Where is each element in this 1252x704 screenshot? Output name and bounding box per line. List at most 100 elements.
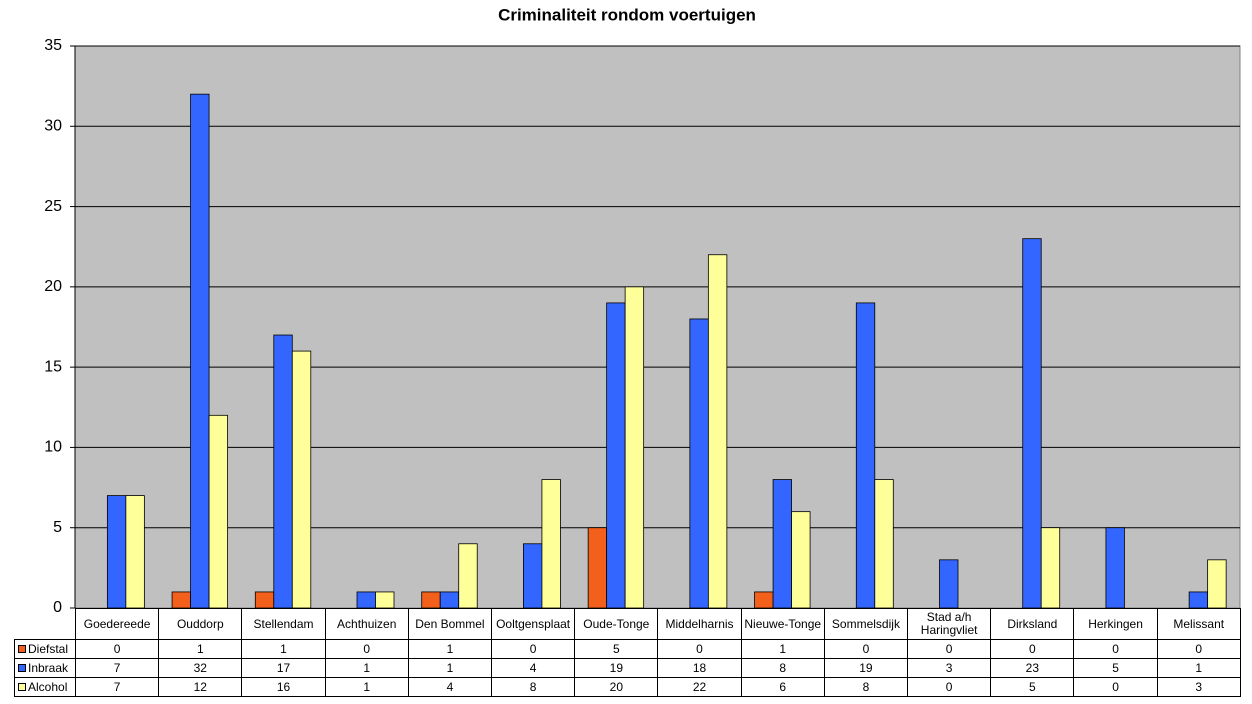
table-row: Diefstal 0 1 1 0 1 0 5 0 1 0 0 0 0 0 xyxy=(14,639,1241,659)
table-corner xyxy=(14,608,76,640)
category-label: Melissant xyxy=(1156,608,1241,640)
table-value: 1 xyxy=(407,639,493,659)
bar xyxy=(772,479,792,609)
bar xyxy=(855,302,876,609)
legend-swatch xyxy=(18,645,26,654)
legend-label: Inbraak xyxy=(28,660,69,675)
data-table: Goedereede Ouddorp Stellendam Achthuizen Den… xyxy=(14,608,1241,697)
legend-swatch xyxy=(18,664,26,673)
bar xyxy=(1207,559,1227,609)
table-value: 19 xyxy=(823,658,909,678)
bar xyxy=(356,591,376,609)
table-value: 0 xyxy=(1073,677,1158,697)
plot-area xyxy=(74,45,1241,609)
table-value: 3 xyxy=(1156,677,1241,697)
bar xyxy=(125,495,145,609)
table-value: 22 xyxy=(657,677,742,697)
table-value: 6 xyxy=(740,677,825,697)
bar xyxy=(1105,527,1125,609)
y-tick-label: 15 xyxy=(44,358,62,375)
table-value: 0 xyxy=(990,639,1075,659)
bar xyxy=(874,479,894,609)
legend-label: Diefstal xyxy=(28,641,69,656)
bar xyxy=(754,591,774,609)
category-label: Herkingen xyxy=(1073,608,1158,640)
category-label: Oude-Tonge xyxy=(574,608,659,640)
category-label: Den Bommel xyxy=(407,608,493,640)
table-value: 5 xyxy=(1073,658,1158,678)
table-value: 1 xyxy=(158,639,243,659)
bar xyxy=(375,591,395,609)
table-value: 12 xyxy=(158,677,243,697)
y-tick-label: 0 xyxy=(53,599,62,616)
category-label: Dirksland xyxy=(990,608,1075,640)
category-label: Goedereede xyxy=(74,608,160,640)
legend-swatch xyxy=(18,683,26,692)
table-value: 19 xyxy=(574,658,659,678)
table-value: 0 xyxy=(324,639,409,659)
table-value: 5 xyxy=(574,639,659,659)
bar xyxy=(273,334,293,609)
bar xyxy=(624,286,645,609)
category-label: Ooltgensplaat xyxy=(491,608,576,640)
table-value: 1 xyxy=(241,639,326,659)
table-value: 5 xyxy=(990,677,1075,697)
category-label: Stad a/h Haringvliet xyxy=(907,608,992,640)
table-value: 1 xyxy=(407,658,493,678)
y-tick-label: 5 xyxy=(53,519,62,536)
bar xyxy=(254,591,275,609)
category-label: Sommelsdijk xyxy=(823,608,909,640)
bar xyxy=(523,543,543,609)
bar xyxy=(606,302,626,609)
bar xyxy=(421,591,441,609)
bar xyxy=(1040,527,1061,609)
table-value: 1 xyxy=(740,639,825,659)
bar xyxy=(1188,591,1209,609)
table-row: Alcohol 7 12 16 1 4 8 20 22 6 8 0 5 0 3 xyxy=(14,677,1241,697)
table-value: 0 xyxy=(74,639,160,659)
table-value: 20 xyxy=(574,677,659,697)
table-value: 16 xyxy=(241,677,326,697)
y-tick-label: 25 xyxy=(44,198,62,215)
bar xyxy=(291,350,312,609)
table-value: 0 xyxy=(1073,639,1158,659)
bar xyxy=(190,93,210,609)
legend-entry: Alcohol xyxy=(14,677,76,697)
y-tick-label: 20 xyxy=(44,278,62,295)
table-value: 8 xyxy=(491,677,576,697)
table-value: 7 xyxy=(74,677,160,697)
table-value: 23 xyxy=(990,658,1075,678)
table-value: 0 xyxy=(907,677,992,697)
table-value: 4 xyxy=(491,658,576,678)
bar xyxy=(1022,238,1042,609)
table-value: 1 xyxy=(324,658,409,678)
bar xyxy=(208,414,228,609)
bar xyxy=(458,543,478,609)
legend-label: Alcohol xyxy=(28,679,68,694)
table-value: 1 xyxy=(1156,658,1241,678)
category-label: Nieuwe-Tonge xyxy=(740,608,825,640)
table-value: 8 xyxy=(740,658,825,678)
table-value: 0 xyxy=(1156,639,1241,659)
bar xyxy=(439,591,460,609)
table-value: 0 xyxy=(823,639,909,659)
category-label: Achthuizen xyxy=(324,608,409,640)
table-value: 17 xyxy=(241,658,326,678)
y-tick-label: 30 xyxy=(44,118,62,135)
table-value: 1 xyxy=(324,677,409,697)
bar xyxy=(939,559,959,609)
bar xyxy=(587,527,608,609)
table-value: 8 xyxy=(823,677,909,697)
bar xyxy=(689,318,709,609)
bar xyxy=(541,479,561,609)
table-value: 0 xyxy=(491,639,576,659)
bar xyxy=(707,254,728,609)
bar xyxy=(171,591,191,609)
chart-title: Criminaliteit rondom voertuigen xyxy=(498,5,756,24)
table-value: 18 xyxy=(657,658,742,678)
table-value: 4 xyxy=(407,677,493,697)
table-row: Inbraak 7 32 17 1 1 4 19 18 8 19 3 23 5 1 xyxy=(14,658,1241,678)
table-value: 32 xyxy=(158,658,243,678)
